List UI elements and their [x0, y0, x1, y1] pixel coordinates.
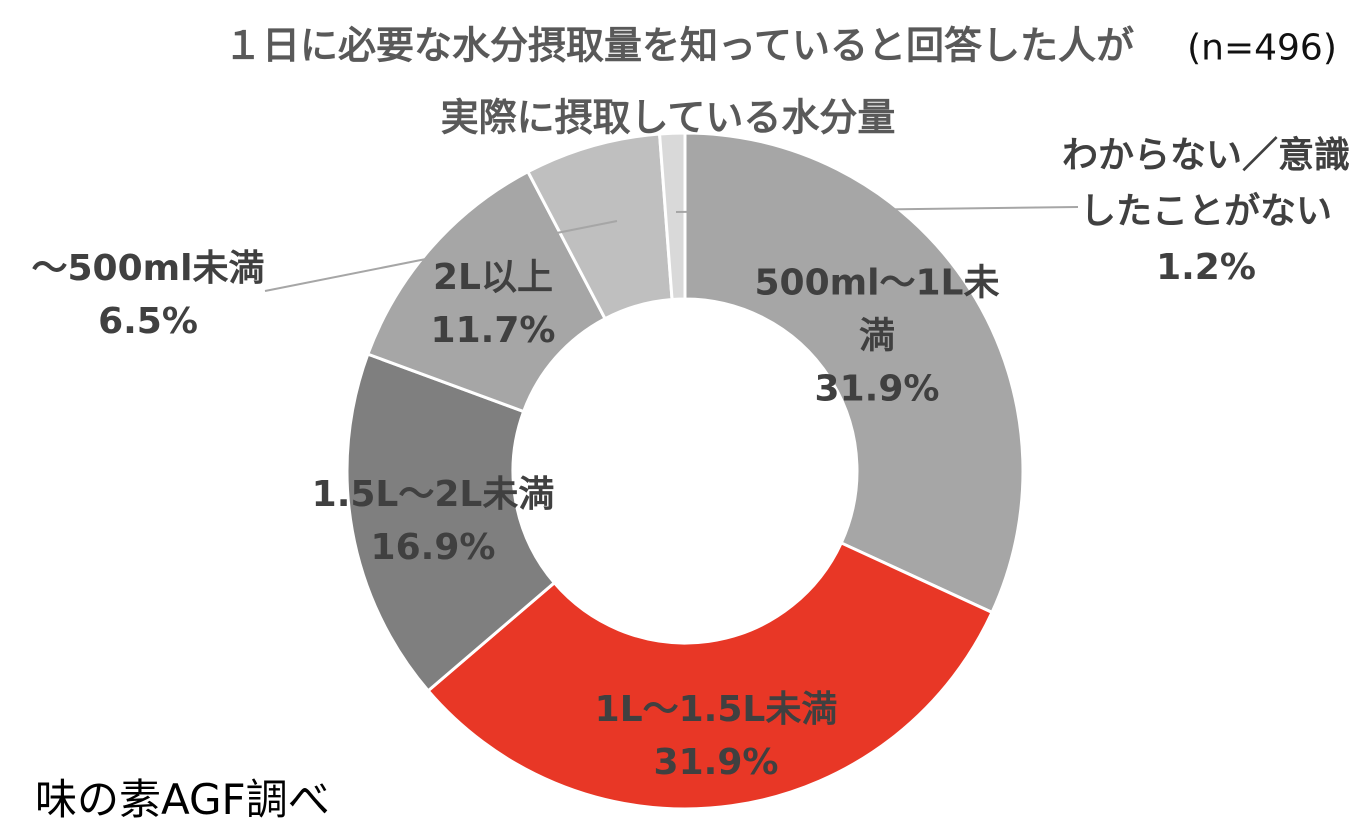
slice-label-text: したことがない [1079, 191, 1333, 232]
slice-label-1L-1_5L: 1L〜1.5L未満 31.9% [595, 683, 838, 789]
slice-label-value: 6.5% [98, 301, 198, 342]
slice-label-value: 31.9% [653, 742, 779, 783]
slice-label-text: 〜500ml未満 [31, 248, 265, 289]
slice-label-500ml-1L: 500ml〜1L未 満 31.9% [755, 257, 1000, 416]
slice-label-unknown: わからない／意識 したことがない 1.2% [1062, 128, 1350, 296]
slice-label-text: 2L以上 [433, 257, 553, 298]
pie-slice-0 [683, 131, 1025, 615]
slice-label-value: 11.7% [430, 310, 556, 351]
pie-slice-5 [657, 131, 687, 302]
slice-label-value: 31.9% [814, 368, 940, 410]
leader-line-unknown [675, 206, 1079, 213]
slice-label-text: 1L〜1.5L未満 [594, 689, 838, 730]
chart-title-line1: １日に必要な水分摂取量を知っていると回答した人が [223, 23, 1135, 68]
donut-slices [345, 131, 1025, 811]
pie-slice-3 [365, 169, 608, 414]
slice-label-value: 16.9% [370, 527, 496, 568]
chart-title-line2: 実際に摂取している水分量 [440, 95, 896, 140]
slice-label-text: 1.5L〜2L未満 [311, 474, 555, 515]
slice-label-text: 500ml〜1L未 [754, 262, 1000, 304]
slice-label-2L-plus: 2L以上 11.7% [431, 251, 556, 357]
sample-size-label: (n=496) [1187, 27, 1337, 69]
leader-line-under500ml [264, 220, 618, 292]
pie-slice-1 [426, 540, 995, 811]
slice-label-under-500ml: 〜500ml未満 6.5% [32, 242, 265, 348]
pie-slice-2 [345, 352, 557, 693]
source-note: 味の素AGF調べ [35, 775, 330, 824]
slice-label-1_5L-2L: 1.5L〜2L未満 16.9% [312, 468, 555, 574]
slice-label-value: 1.2% [1156, 247, 1256, 288]
slice-label-text: わからない／意識 [1061, 135, 1351, 176]
slice-label-text: 満 [858, 315, 895, 357]
